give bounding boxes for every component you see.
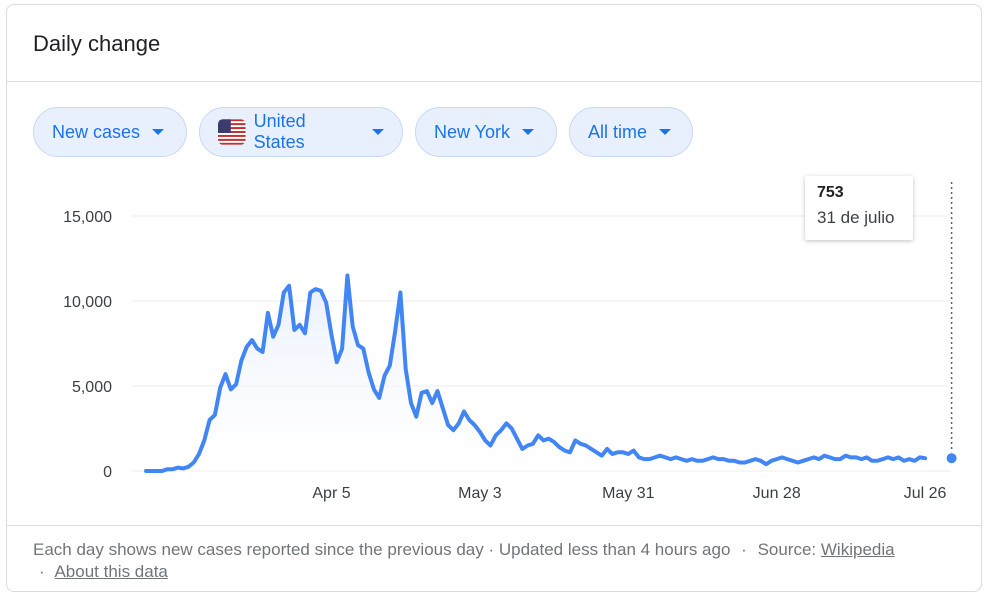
chevron-down-icon bbox=[522, 129, 535, 135]
footer-separator: · bbox=[39, 562, 45, 581]
tooltip-date: 31 de julio bbox=[817, 208, 895, 227]
y-tick-label: 5,000 bbox=[72, 379, 112, 396]
y-tick-label: 15,000 bbox=[63, 209, 112, 226]
metric-dropdown[interactable]: New cases bbox=[33, 107, 187, 157]
country-dropdown-label: United States bbox=[253, 111, 306, 152]
filter-bar: New cases United States bbox=[33, 107, 693, 159]
source-label: Source: bbox=[757, 540, 817, 559]
title-divider bbox=[7, 81, 981, 82]
y-tick-label: 10,000 bbox=[63, 294, 112, 311]
series-line bbox=[144, 273, 928, 473]
x-tick-label: May 31 bbox=[602, 485, 655, 502]
metric-dropdown-label: New cases bbox=[52, 121, 141, 142]
region-dropdown-label: New York bbox=[434, 121, 511, 142]
region-dropdown[interactable]: New York bbox=[415, 107, 557, 157]
time-range-dropdown[interactable]: All time bbox=[569, 107, 693, 157]
x-tick-label: Jul 26 bbox=[904, 485, 947, 502]
country-dropdown[interactable]: United States bbox=[199, 107, 403, 157]
source-link[interactable]: Wikipedia bbox=[820, 540, 895, 559]
footer-description: Each day shows new cases reported since … bbox=[33, 540, 731, 559]
series-area bbox=[146, 275, 926, 471]
chevron-down-icon bbox=[372, 129, 384, 135]
x-tick-label: Jun 28 bbox=[753, 485, 801, 502]
y-tick-label: 0 bbox=[103, 464, 112, 481]
x-tick-label: Apr 5 bbox=[312, 485, 350, 502]
chart-tooltip: 753 31 de julio bbox=[805, 176, 913, 240]
footer-divider bbox=[7, 525, 981, 526]
daily-change-card: Daily change New cases bbox=[6, 4, 982, 592]
hover-point bbox=[945, 452, 958, 465]
x-tick-label: May 3 bbox=[458, 485, 502, 502]
time-range-dropdown-label: All time bbox=[588, 121, 648, 142]
chevron-down-icon bbox=[659, 129, 672, 135]
footer-separator: · bbox=[741, 540, 747, 559]
chart-footer: Each day shows new cases reported since … bbox=[33, 539, 963, 583]
about-data-link[interactable]: About this data bbox=[54, 562, 168, 581]
tooltip-value: 753 bbox=[817, 184, 844, 201]
card-title: Daily change bbox=[33, 31, 161, 56]
us-flag-icon bbox=[218, 119, 246, 145]
chevron-down-icon bbox=[152, 129, 165, 135]
